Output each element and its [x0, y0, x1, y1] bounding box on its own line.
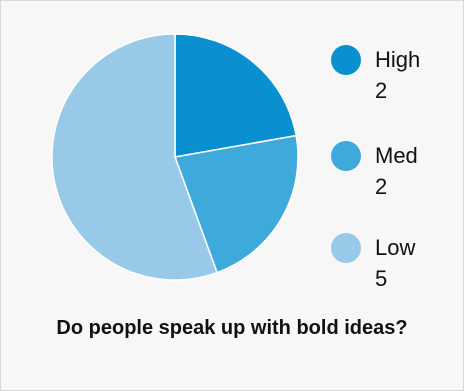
chart-title: Do people speak up with bold ideas?: [56, 317, 408, 339]
legend-value-high: 2: [375, 78, 388, 103]
legend-value-med: 2: [375, 174, 388, 199]
legend-label-med: Med: [375, 143, 418, 168]
legend-swatch-high: [331, 45, 361, 75]
legend-swatch-med: [331, 141, 361, 171]
legend-item-low: Low 5: [331, 231, 451, 301]
legend-label-low: Low: [375, 235, 416, 260]
legend-value-low: 5: [375, 266, 388, 291]
pie-slice-med: [173, 134, 299, 274]
legend-label-high: High: [375, 47, 421, 72]
legend-item-high: High 2: [331, 43, 451, 113]
legend-swatch-low: [331, 233, 361, 263]
pie-slice-high: [174, 33, 298, 158]
pie-slice-low: [51, 33, 219, 281]
legend-item-med: Med 2: [331, 139, 451, 209]
pie-chart: [51, 33, 299, 281]
